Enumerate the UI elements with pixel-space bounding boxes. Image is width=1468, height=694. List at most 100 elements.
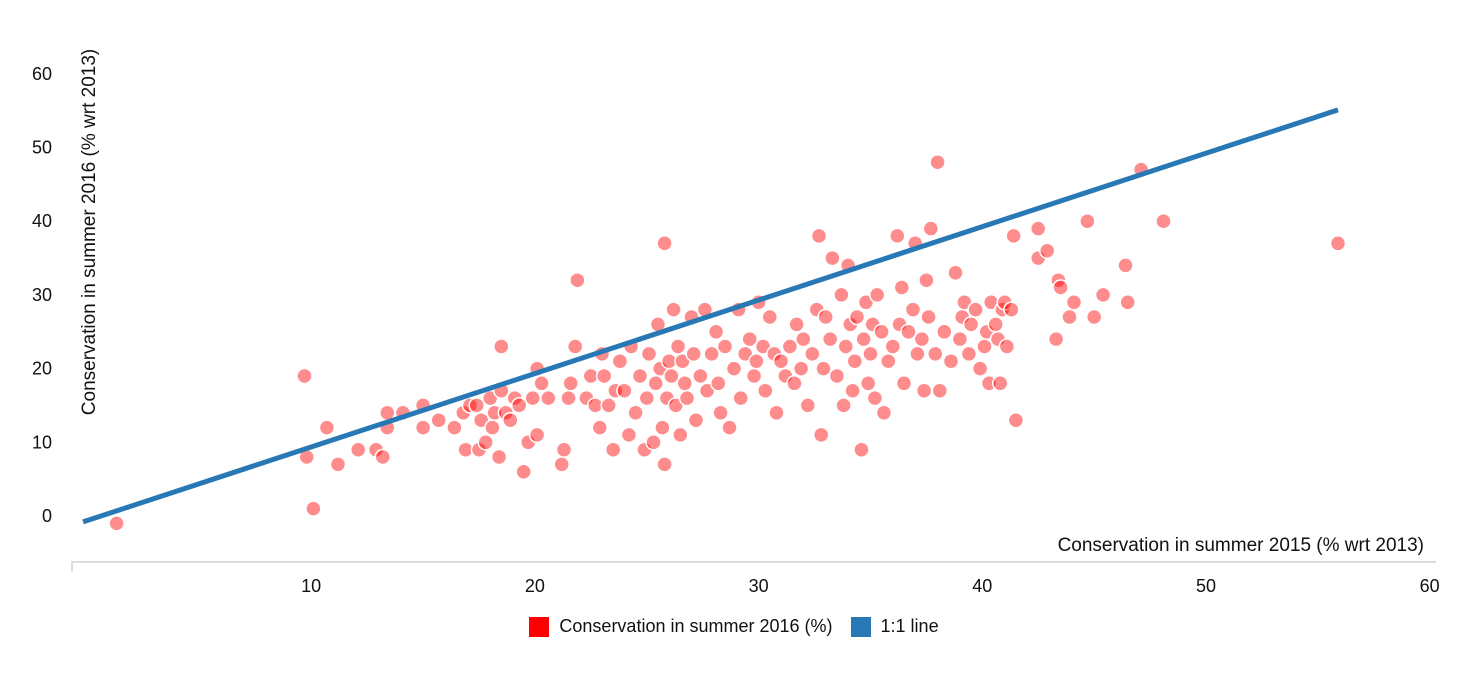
- scatter-point[interactable]: [582, 367, 600, 385]
- scatter-point[interactable]: [812, 426, 830, 444]
- scatter-point[interactable]: [669, 338, 687, 355]
- scatter-point[interactable]: [922, 220, 940, 237]
- scatter-point[interactable]: [792, 360, 810, 377]
- scatter-point[interactable]: [1029, 220, 1047, 237]
- scatter-point[interactable]: [920, 308, 937, 326]
- scatter-point[interactable]: [502, 411, 519, 429]
- scatter-point[interactable]: [799, 397, 817, 414]
- legend-item-line[interactable]: 1:1 line: [850, 616, 939, 637]
- scatter-point[interactable]: [493, 338, 510, 355]
- scatter-point[interactable]: [510, 397, 528, 414]
- scatter-point[interactable]: [761, 308, 779, 326]
- scatter-point[interactable]: [745, 367, 763, 385]
- scatter-point[interactable]: [627, 404, 644, 422]
- scatter-point[interactable]: [942, 352, 960, 370]
- scatter-point[interactable]: [305, 500, 322, 517]
- scatter-point[interactable]: [947, 264, 964, 282]
- scatter-point[interactable]: [976, 338, 993, 355]
- scatter-point[interactable]: [884, 338, 902, 355]
- scatter-point[interactable]: [468, 397, 485, 414]
- scatter-point[interactable]: [472, 411, 490, 429]
- scatter-point[interactable]: [533, 375, 550, 392]
- scatter-point[interactable]: [721, 419, 738, 436]
- scatter-point[interactable]: [815, 360, 832, 377]
- scatter-point[interactable]: [528, 426, 546, 444]
- scatter-point[interactable]: [687, 411, 705, 429]
- scatter-point[interactable]: [515, 463, 532, 481]
- scatter-point[interactable]: [844, 382, 861, 399]
- scatter-point[interactable]: [524, 389, 541, 407]
- scatter-point[interactable]: [296, 367, 313, 385]
- scatter-point[interactable]: [1038, 242, 1056, 259]
- scatter-point[interactable]: [936, 323, 953, 341]
- scatter-point[interactable]: [786, 375, 803, 392]
- scatter-point[interactable]: [893, 279, 911, 296]
- scatter-point[interactable]: [833, 286, 850, 304]
- scatter-point[interactable]: [828, 367, 846, 385]
- scatter-point[interactable]: [665, 301, 682, 318]
- scatter-point[interactable]: [909, 345, 926, 363]
- scatter-point[interactable]: [553, 456, 570, 473]
- scatter-point[interactable]: [703, 345, 720, 363]
- scatter-point[interactable]: [1119, 294, 1136, 311]
- scatter-point[interactable]: [477, 434, 494, 451]
- scatter-point[interactable]: [484, 419, 501, 436]
- scatter-point[interactable]: [656, 456, 673, 473]
- scatter-point[interactable]: [329, 456, 347, 473]
- scatter-point[interactable]: [638, 389, 656, 407]
- scatter-point[interactable]: [446, 419, 463, 436]
- scatter-point[interactable]: [848, 308, 866, 326]
- scatter-point[interactable]: [987, 316, 1004, 333]
- scatter-point[interactable]: [889, 227, 906, 245]
- scatter-point[interactable]: [927, 345, 944, 363]
- scatter-point[interactable]: [1094, 286, 1112, 304]
- scatter-point[interactable]: [904, 301, 922, 318]
- scatter-point[interactable]: [698, 382, 716, 399]
- scatter-point[interactable]: [611, 352, 629, 370]
- scatter-point[interactable]: [757, 382, 774, 399]
- scatter-point[interactable]: [486, 404, 503, 422]
- scatter-point[interactable]: [1061, 308, 1078, 326]
- scatter-point[interactable]: [676, 375, 694, 392]
- scatter-point[interactable]: [967, 301, 984, 318]
- scatter-point[interactable]: [918, 271, 935, 289]
- scatter-point[interactable]: [1052, 279, 1069, 296]
- scatter-point[interactable]: [600, 397, 617, 414]
- scatter-point[interactable]: [707, 323, 725, 341]
- scatter-point[interactable]: [998, 338, 1016, 355]
- scatter-point[interactable]: [490, 448, 508, 466]
- scatter-point[interactable]: [604, 441, 622, 458]
- scatter-point[interactable]: [587, 397, 604, 414]
- scatter-point[interactable]: [1005, 227, 1022, 245]
- scatter-point[interactable]: [656, 235, 673, 252]
- scatter-point[interactable]: [1155, 212, 1172, 230]
- scatter-point[interactable]: [748, 352, 765, 370]
- scatter-point[interactable]: [895, 375, 913, 392]
- scatter-point[interactable]: [795, 330, 812, 348]
- scatter-point[interactable]: [591, 419, 609, 436]
- scatter-point[interactable]: [821, 330, 839, 348]
- scatter-point[interactable]: [862, 345, 879, 363]
- scatter-point[interactable]: [569, 271, 586, 289]
- scatter-point[interactable]: [640, 345, 658, 363]
- scatter-point[interactable]: [817, 308, 834, 326]
- scatter-point[interactable]: [555, 441, 573, 458]
- scatter-point[interactable]: [853, 441, 870, 458]
- scatter-point[interactable]: [692, 367, 709, 385]
- scatter-point[interactable]: [1007, 411, 1025, 429]
- legend-item-scatter[interactable]: Conservation in summer 2016 (%): [529, 616, 833, 637]
- scatter-point[interactable]: [1079, 212, 1096, 230]
- scatter-point[interactable]: [732, 389, 749, 407]
- scatter-point[interactable]: [710, 375, 727, 392]
- scatter-point[interactable]: [962, 316, 980, 333]
- scatter-point[interactable]: [855, 330, 872, 348]
- scatter-point[interactable]: [566, 338, 584, 355]
- scatter-point[interactable]: [620, 426, 638, 444]
- scatter-point[interactable]: [1117, 257, 1134, 274]
- scatter-point[interactable]: [824, 249, 841, 267]
- scatter-point[interactable]: [900, 323, 917, 341]
- scatter-point[interactable]: [1065, 294, 1083, 311]
- scatter-point[interactable]: [1047, 330, 1065, 348]
- scatter-point[interactable]: [678, 389, 696, 407]
- scatter-point[interactable]: [960, 345, 978, 363]
